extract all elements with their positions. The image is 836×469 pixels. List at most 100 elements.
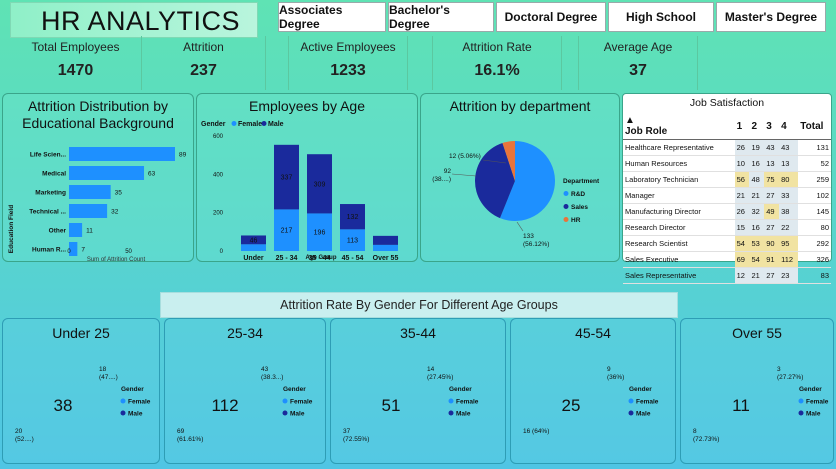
age-bar-label-male: 309 — [314, 181, 326, 188]
slicer-associates-degree[interactable]: Associates Degree — [278, 2, 386, 32]
age-category-label: 35 - 44 — [309, 255, 331, 262]
age-stacked-bar-chart: GenderFemaleMale020040060046Under2521733… — [201, 121, 399, 262]
table-row[interactable]: Laboratory Technician 56 48 75 80 259 — [623, 171, 831, 188]
donut-title: 35-44 — [400, 325, 436, 341]
sort-arrow-icon: ▲ — [625, 115, 635, 126]
education-axis-ylabel: Education Field — [8, 205, 15, 253]
female-legend-icon — [120, 398, 126, 404]
male-legend-icon — [120, 410, 126, 416]
donut-legend-male: Male — [128, 411, 143, 418]
header-col-4[interactable]: 4 — [779, 113, 799, 140]
table-header-row: ▲ Job Role 1 2 3 4 Total — [623, 113, 831, 140]
donut-legend-title: Gender — [449, 386, 472, 393]
kpi-label: Active Employees — [300, 40, 396, 54]
age-category-label: Under — [243, 255, 264, 262]
header-job-role[interactable]: ▲ Job Role — [623, 113, 735, 140]
hr-legend-icon — [563, 217, 569, 222]
table-row[interactable]: Sales Executive 69 54 91 112 326 — [623, 251, 831, 268]
kpi-value: 37 — [629, 62, 647, 79]
donut-title: Over 55 — [732, 325, 782, 341]
education-bar-chart: Education Field Life Scien... 89 Medical 63 M… — [8, 147, 187, 263]
donut-title: 45-54 — [575, 325, 611, 341]
department-chart-title: Attrition by department — [449, 98, 591, 114]
male-legend-icon — [282, 410, 288, 416]
satisfaction-cell: 53 — [749, 235, 765, 252]
header-col-3[interactable]: 3 — [764, 113, 780, 140]
satisfaction-cell: 26 — [734, 139, 750, 156]
department-pie-chart: 133 (56.12%) 92 (38....) 12 (5.06%) Departmen… — [432, 141, 600, 248]
slicer-masters-degree[interactable]: Master's Degree — [716, 2, 826, 32]
satisfaction-cell: 21 — [749, 267, 765, 284]
age-ytick: 400 — [213, 172, 224, 178]
donut-center-value: 38 — [54, 396, 73, 415]
donut-panel-35-44: 35-44 51 14 (27.45%) 37 (72.55%) Gender Female… — [330, 318, 506, 464]
kpi-attrition-rate: Attrition Rate 16.1% — [432, 36, 562, 90]
female-legend-icon — [231, 121, 237, 126]
department-pie-slice — [475, 143, 515, 219]
education-chart-title: Attrition Distribution by Educational Ba… — [22, 98, 174, 131]
department-pie-slice — [499, 141, 555, 221]
kpi-label: Average Age — [603, 40, 673, 54]
kpi-attrition: Attrition 237 — [142, 36, 266, 90]
department-slice-label-rd: 133 (56.12%) — [523, 233, 549, 248]
education-bar — [69, 166, 145, 180]
satisfaction-cell: 80 — [779, 171, 799, 188]
donut-panel-over-55: Over 55 11 3 (27.27%) 8 (72.73%) Gender Female… — [680, 318, 834, 464]
education-bar — [69, 223, 83, 237]
slicer-high-school[interactable]: High School — [608, 2, 714, 32]
table-row[interactable]: Manager 21 21 27 33 102 — [623, 187, 831, 204]
table-row[interactable]: Research Scientist 54 53 90 95 292 — [623, 235, 831, 252]
satisfaction-cell: 21 — [749, 187, 765, 204]
donut-legend-title: Gender — [283, 386, 306, 393]
department-chart-panel: Attrition by department 133 (56.12%) 92 (38… — [420, 93, 620, 262]
donut-center-value: 11 — [732, 396, 750, 415]
satisfaction-cell: 26 — [734, 203, 750, 220]
table-row[interactable]: Healthcare Representative 26 19 43 43 131 — [623, 139, 831, 156]
female-legend-icon — [798, 398, 804, 404]
education-category-label: Human R... — [32, 247, 66, 254]
donut-chart: 38 18 (47....) 20 (52....) Gender Female Male — [15, 366, 151, 443]
age-bar-male — [307, 154, 332, 214]
donut-label-male: 69 (61.61%) — [177, 428, 203, 443]
donut-legend-male: Male — [290, 411, 305, 418]
rd-legend-icon — [563, 191, 569, 196]
table-row[interactable]: Human Resources 10 16 13 13 52 — [623, 155, 831, 172]
male-legend-icon — [628, 410, 634, 416]
age-category-label: Over 55 — [373, 255, 399, 262]
donut-panel-45-54: 45-54 25 9 (36%) 16 (64%) Gender Female Male — [510, 318, 676, 464]
satisfaction-cell: 43 — [764, 139, 780, 156]
age-ytick: 0 — [220, 249, 224, 255]
department-legend-item: HR — [571, 217, 581, 224]
header-col-1[interactable]: 1 — [734, 113, 750, 140]
header-total[interactable]: Total — [798, 113, 831, 140]
satisfaction-cell: 43 — [779, 139, 799, 156]
donut-title: Under 25 — [52, 325, 110, 341]
education-category-label: Other — [49, 228, 67, 235]
satisfaction-cell: 15 — [734, 219, 750, 236]
age-bar-label-female: 113 — [347, 238, 358, 245]
department-legend-title: Department — [563, 178, 600, 185]
job-role-cell: Human Resources — [623, 155, 735, 172]
donut-panel-25-34: 25-34 112 43 (38.3...) 69 (61.61%) Gender Fema… — [164, 318, 326, 464]
satisfaction-cell: 16 — [749, 219, 765, 236]
satisfaction-cell: 48 — [749, 171, 765, 188]
satisfaction-cell: 13 — [764, 155, 780, 172]
donut-legend-male: Male — [636, 411, 651, 418]
table-row[interactable]: Sales Representative 12 21 27 23 83 — [623, 267, 831, 284]
header-col-2[interactable]: 2 — [749, 113, 765, 140]
donut-chart: 25 9 (36%) 16 (64%) Gender Female Male — [523, 366, 659, 435]
age-category-label: 45 - 54 — [342, 255, 364, 262]
slicer-doctoral-degree[interactable]: Doctoral Degree — [496, 2, 606, 32]
table-row[interactable]: Research Director 15 16 27 22 80 — [623, 219, 831, 236]
education-category-label: Technical ... — [29, 209, 66, 216]
donut-center-value: 51 — [382, 396, 401, 415]
total-cell: 102 — [798, 187, 831, 204]
table-row[interactable]: Manufacturing Director 26 32 49 38 145 — [623, 203, 831, 220]
slicer-bachelors-degree[interactable]: Bachelor's Degree — [388, 2, 494, 32]
age-category-label: 25 - 34 — [276, 255, 298, 262]
age-bar-female — [340, 229, 365, 251]
donut-label-male: 16 (64%) — [523, 428, 549, 435]
page-title: HR ANALYTICS — [41, 6, 241, 36]
age-legend-female: Female — [238, 121, 262, 128]
education-category-label: Life Scien... — [30, 152, 66, 159]
